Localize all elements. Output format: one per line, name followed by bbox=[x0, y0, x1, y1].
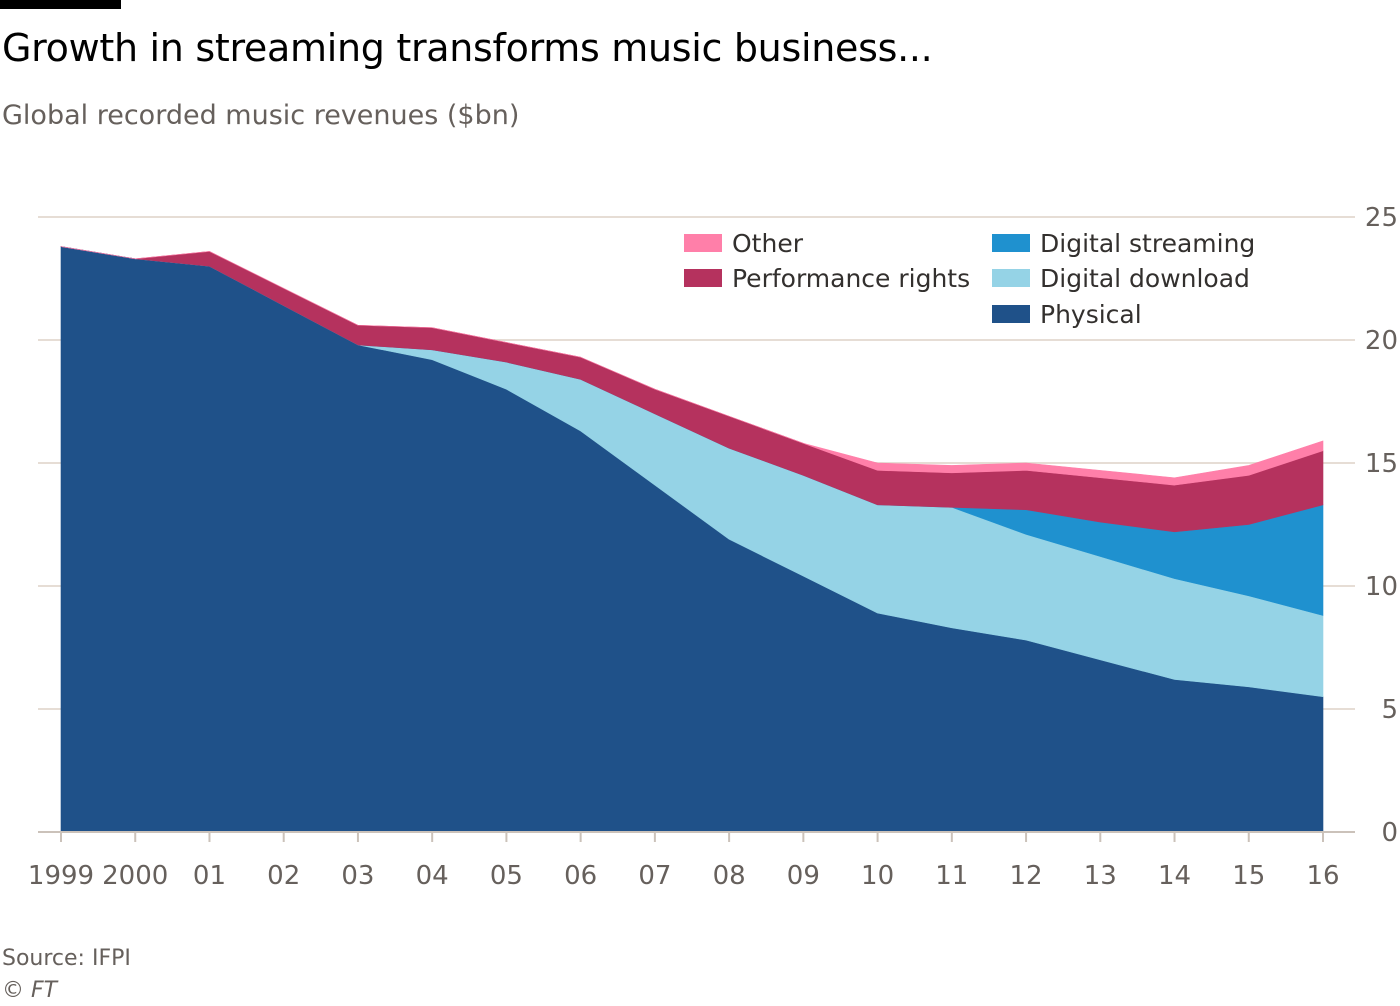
y-tick-label: 25 bbox=[1365, 203, 1398, 233]
x-tick-label: 15 bbox=[1232, 861, 1265, 891]
y-tick-label: 15 bbox=[1365, 449, 1398, 479]
x-tick-label: 10 bbox=[861, 861, 894, 891]
credit-note: © FT bbox=[2, 978, 58, 1003]
x-tick-label: 13 bbox=[1084, 861, 1117, 891]
area-other bbox=[60, 246, 1324, 486]
x-tick-label: 2000 bbox=[102, 861, 168, 891]
legend-swatch-digital-streaming bbox=[992, 234, 1030, 252]
x-tick-label: 14 bbox=[1158, 861, 1191, 891]
y-tick-label: 10 bbox=[1365, 572, 1398, 602]
x-tick-label: 03 bbox=[341, 861, 374, 891]
x-tick-label: 04 bbox=[416, 861, 449, 891]
legend-label-physical: Physical bbox=[1040, 300, 1142, 329]
x-tick-label: 11 bbox=[935, 861, 968, 891]
legend-label-digital-download: Digital download bbox=[1040, 264, 1250, 293]
x-tick-label: 1999 bbox=[28, 861, 94, 891]
x-tick-label: 08 bbox=[713, 861, 746, 891]
legend-swatch-digital-download bbox=[992, 269, 1030, 287]
x-tick-label: 07 bbox=[638, 861, 671, 891]
x-tick-label: 01 bbox=[193, 861, 226, 891]
x-tick-label: 02 bbox=[267, 861, 300, 891]
legend-label-other: Other bbox=[732, 229, 804, 258]
x-tick-label: 12 bbox=[1010, 861, 1043, 891]
y-tick-label: 20 bbox=[1365, 326, 1398, 356]
legend-swatch-other bbox=[684, 234, 722, 252]
x-tick-label: 06 bbox=[564, 861, 597, 891]
legend: Other Performance rights Digital streaming… bbox=[684, 229, 1255, 329]
chart-title: Growth in streaming transforms music bus… bbox=[2, 26, 933, 70]
legend-label-performance-rights: Performance rights bbox=[732, 264, 970, 293]
x-tick-label: 09 bbox=[787, 861, 820, 891]
legend-swatch-performance-rights bbox=[684, 269, 722, 287]
source-note: Source: IFPI bbox=[2, 946, 131, 971]
header-accent-bar bbox=[0, 0, 121, 9]
legend-label-digital-streaming: Digital streaming bbox=[1040, 229, 1255, 258]
y-tick-label: 0 bbox=[1381, 818, 1398, 848]
x-tick-label: 05 bbox=[490, 861, 523, 891]
x-tick-label: 16 bbox=[1306, 861, 1339, 891]
area-series bbox=[60, 246, 1324, 833]
chart-subtitle: Global recorded music revenues ($bn) bbox=[2, 100, 520, 131]
legend-swatch-physical bbox=[992, 305, 1030, 323]
y-tick-label: 5 bbox=[1381, 695, 1398, 725]
